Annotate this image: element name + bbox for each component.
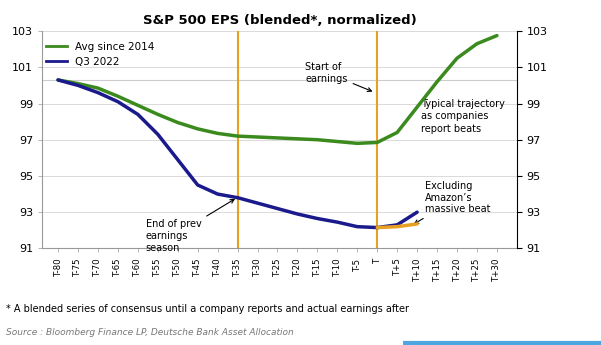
Title: S&P 500 EPS (blended*, normalized): S&P 500 EPS (blended*, normalized): [142, 14, 416, 27]
Text: Typical trajectory
as companies
report beats: Typical trajectory as companies report b…: [421, 99, 505, 134]
Text: Source : Bloomberg Finance LP, Deutsche Bank Asset Allocation: Source : Bloomberg Finance LP, Deutsche …: [6, 328, 294, 337]
Text: Excluding
Amazon’s
massive beat: Excluding Amazon’s massive beat: [415, 181, 490, 224]
Text: * A blended series of consensus until a company reports and actual earnings afte: * A blended series of consensus until a …: [6, 304, 409, 314]
Text: End of prev
earnings
season: End of prev earnings season: [146, 199, 234, 253]
Legend: Avg since 2014, Q3 2022: Avg since 2014, Q3 2022: [42, 38, 159, 71]
Text: Start of
earnings: Start of earnings: [305, 62, 371, 91]
